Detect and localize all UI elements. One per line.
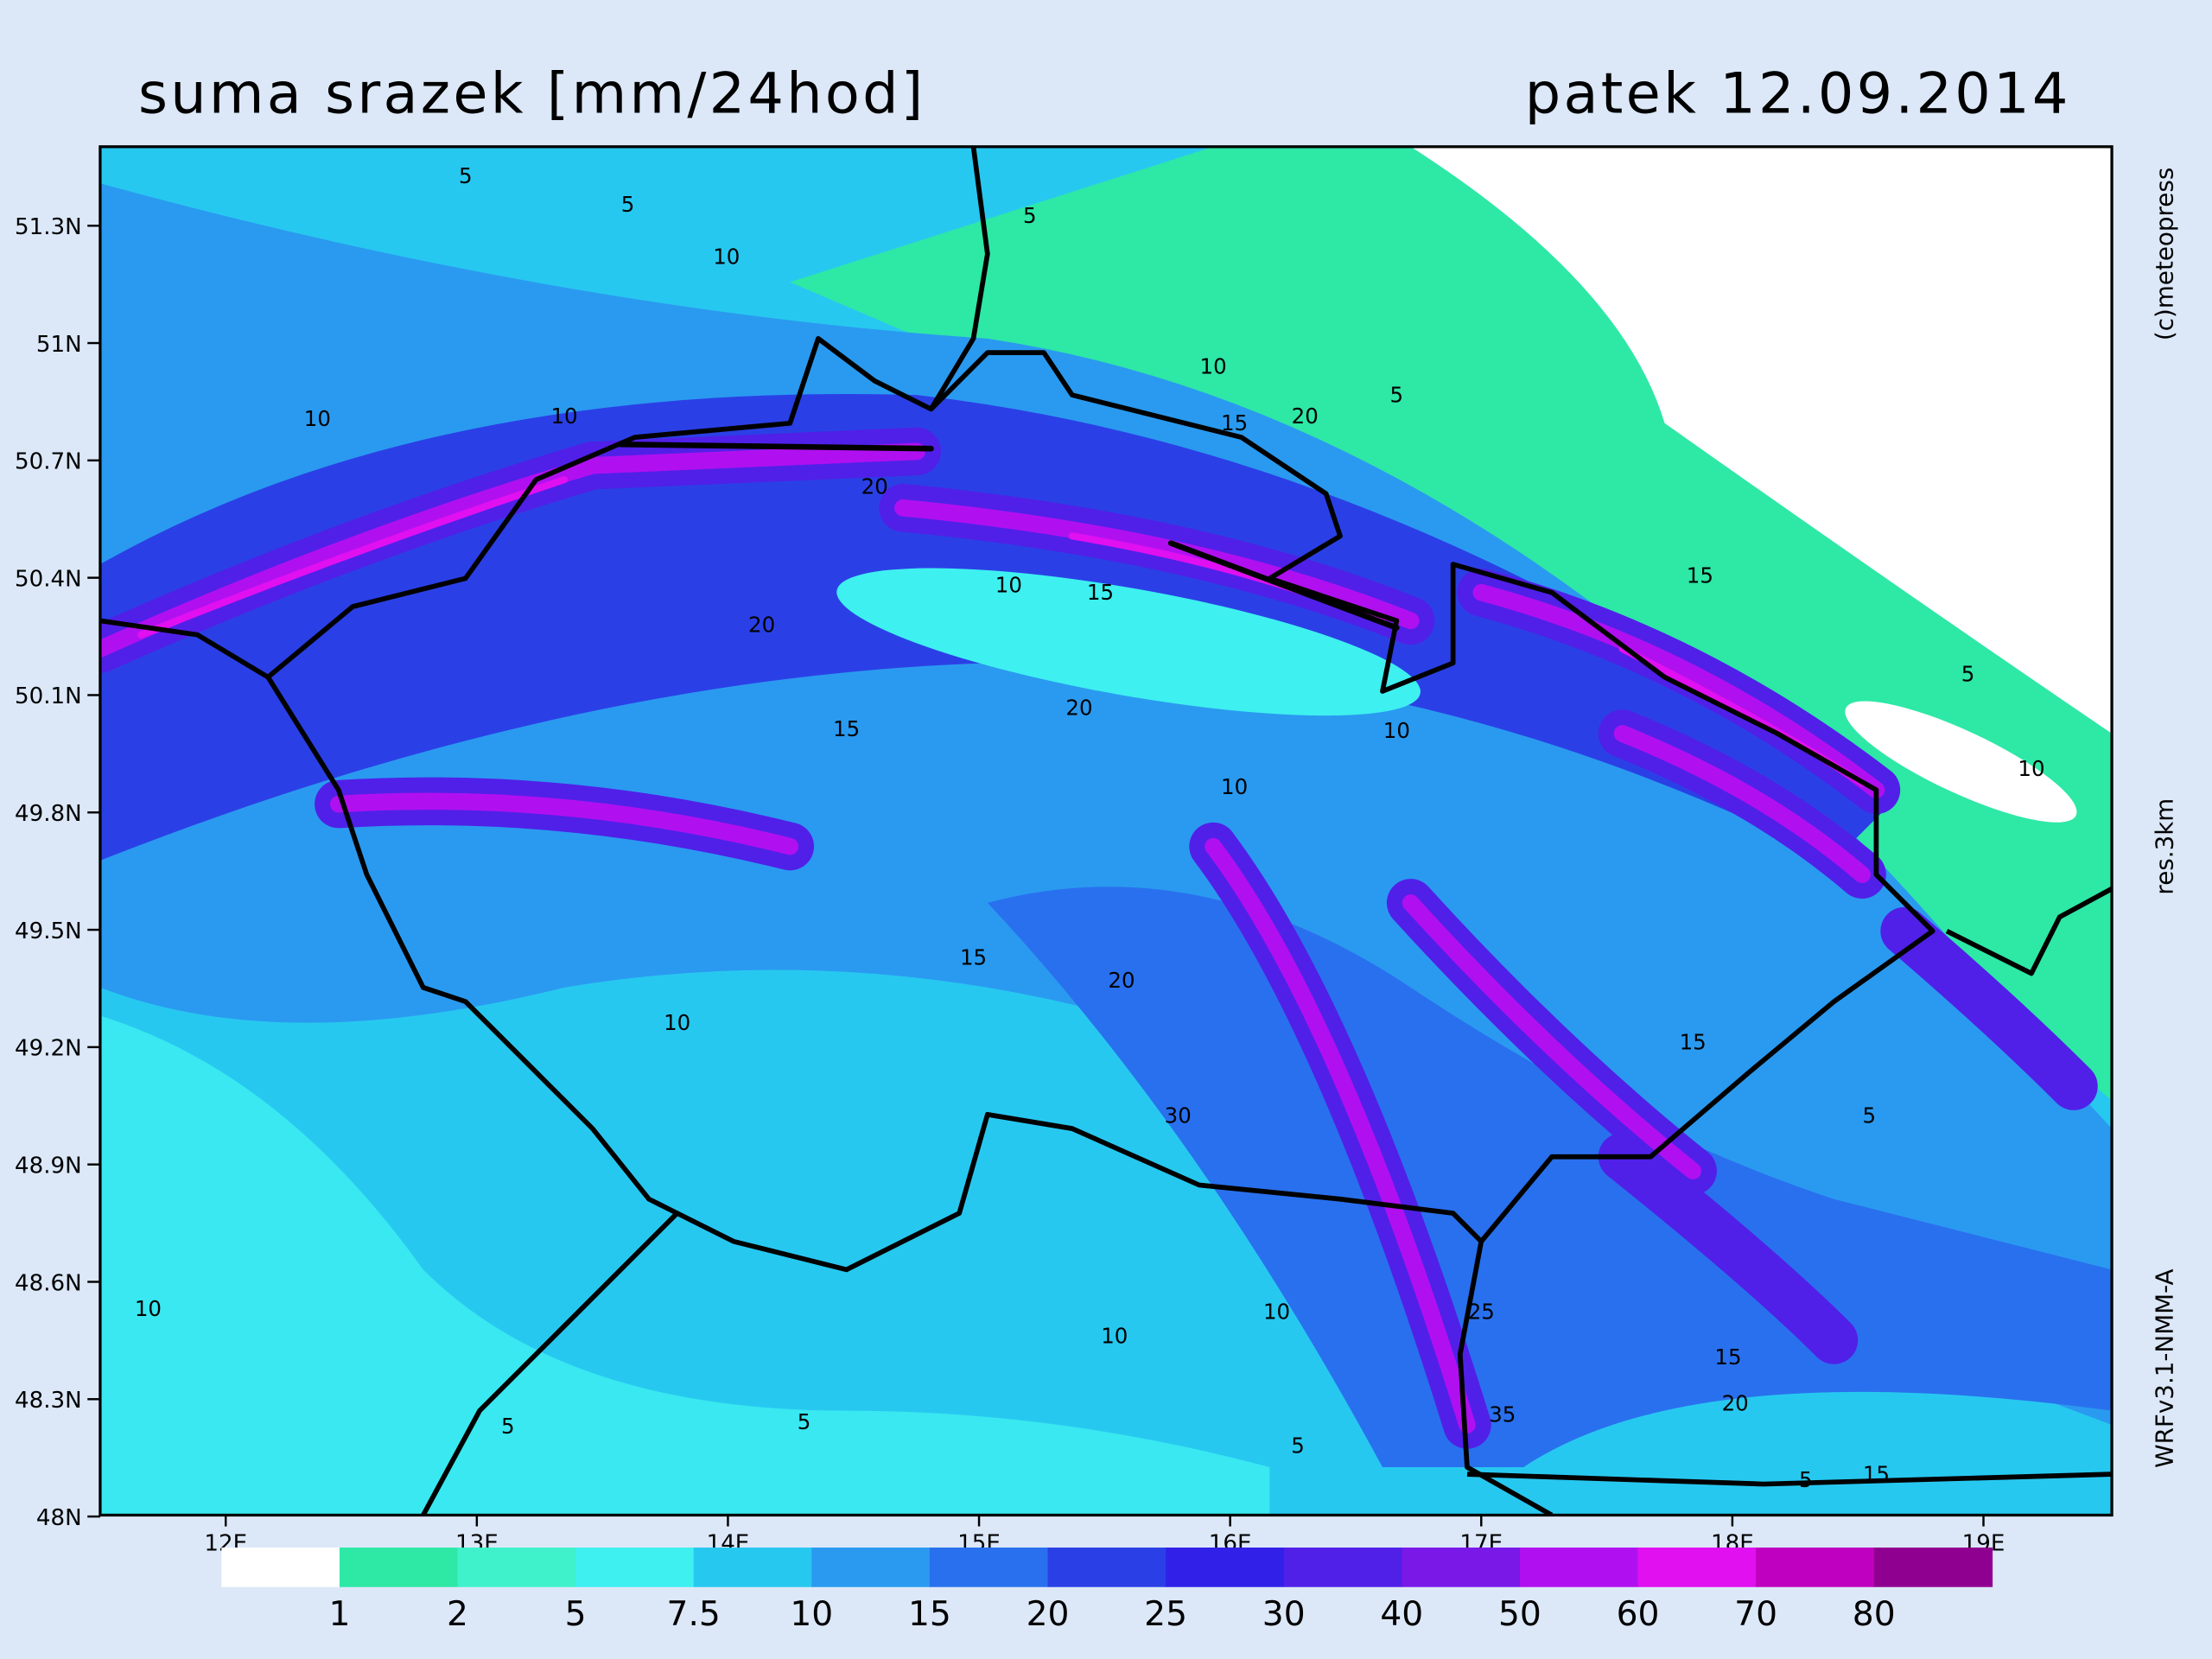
precip-zone bbox=[99, 1015, 1270, 1516]
borders bbox=[99, 146, 2113, 1516]
contour-label: 15 bbox=[833, 716, 860, 741]
contour-label: 10 bbox=[135, 1296, 162, 1321]
legend-swatch bbox=[339, 1548, 459, 1587]
legend-label: 20 bbox=[1027, 1595, 1070, 1634]
contour-label: 5 bbox=[459, 163, 473, 188]
precip-zone bbox=[836, 568, 1421, 716]
date: patek 12.09.2014 bbox=[1525, 61, 2071, 127]
contour-labels: 5 5 5 10 10 10 10 5 15 20 20 20 10 15 10 15 5 10 15 20 10 15 2… bbox=[135, 163, 2045, 1492]
lat-label: 48N bbox=[36, 1505, 82, 1531]
lat-label: 49.5N bbox=[15, 918, 82, 944]
contour-label: 10 bbox=[2018, 756, 2044, 781]
lat-label: 51N bbox=[36, 332, 82, 358]
legend-swatch bbox=[1047, 1548, 1166, 1587]
heavy-bands bbox=[99, 427, 2098, 1449]
contour-label: 10 bbox=[1200, 354, 1227, 379]
legend-swatch bbox=[1166, 1548, 1285, 1587]
contour-label: 5 bbox=[1291, 1433, 1305, 1459]
title: suma srazek [mm/24hod] bbox=[138, 61, 926, 127]
contour-label: 15 bbox=[1221, 410, 1248, 435]
contour-label: 15 bbox=[1687, 563, 1713, 588]
contour-label: 5 bbox=[1023, 203, 1037, 228]
contour-label: 10 bbox=[1221, 774, 1248, 799]
contour-label: 30 bbox=[1165, 1103, 1192, 1128]
legend-label: 5 bbox=[565, 1595, 587, 1634]
axes: 51.3N 51N 50.7N 50.4N 50.1N 49.8N 49.5N 49.2N 48… bbox=[15, 214, 2005, 1556]
contour-label: 10 bbox=[304, 406, 331, 431]
legend-label: 30 bbox=[1262, 1595, 1306, 1634]
contour-label: 15 bbox=[1087, 580, 1114, 605]
legend-label: 40 bbox=[1380, 1595, 1423, 1634]
legend-swatch bbox=[1873, 1548, 1993, 1587]
contour-label: 25 bbox=[1468, 1300, 1495, 1325]
contour-label: 15 bbox=[1714, 1344, 1741, 1370]
contour-label: 20 bbox=[1292, 404, 1319, 429]
resolution: res.3km bbox=[2150, 798, 2178, 895]
legend-label: 10 bbox=[790, 1595, 833, 1634]
contour-label: 10 bbox=[1383, 718, 1410, 743]
contour-label: 5 bbox=[1961, 662, 1975, 687]
legend-label: 70 bbox=[1734, 1595, 1777, 1634]
contour-label: 10 bbox=[1101, 1323, 1128, 1348]
credit: (c)meteopress bbox=[2150, 168, 2178, 340]
contour-label: 5 bbox=[1799, 1467, 1813, 1492]
legend-swatch bbox=[929, 1548, 1049, 1587]
lat-label: 49.8N bbox=[15, 801, 82, 827]
lat-label: 48.9N bbox=[15, 1153, 82, 1179]
contour-label: 20 bbox=[1722, 1391, 1749, 1416]
legend-swatch bbox=[1637, 1548, 1757, 1587]
legend-swatch bbox=[457, 1548, 576, 1587]
legend-swatch bbox=[1402, 1548, 1521, 1587]
lat-label: 50.7N bbox=[15, 449, 82, 475]
contour-label: 10 bbox=[664, 1010, 690, 1035]
lat-label: 50.4N bbox=[15, 566, 82, 592]
lat-label: 48.3N bbox=[15, 1388, 82, 1414]
legend-label: 60 bbox=[1617, 1595, 1660, 1634]
contour-label: 5 bbox=[1390, 382, 1404, 407]
contour-label: 10 bbox=[713, 244, 740, 269]
lat-label: 48.6N bbox=[15, 1270, 82, 1296]
legend-swatch bbox=[811, 1548, 931, 1587]
contour-label: 5 bbox=[621, 192, 635, 217]
contour-label: 20 bbox=[1108, 968, 1135, 993]
contour-label: 15 bbox=[1863, 1461, 1890, 1486]
lat-label: 51.3N bbox=[15, 214, 82, 240]
legend-label: 2 bbox=[447, 1595, 468, 1634]
dry-zone bbox=[1845, 701, 2077, 823]
legend-swatch bbox=[1283, 1548, 1403, 1587]
map-frame bbox=[99, 145, 2113, 1517]
legend-label: 50 bbox=[1498, 1595, 1541, 1634]
legend-label: 7.5 bbox=[667, 1595, 721, 1634]
dry-zone bbox=[1410, 146, 2113, 734]
lat-label: 50.1N bbox=[15, 683, 82, 709]
legend-swatch bbox=[1519, 1548, 1639, 1587]
legend-label: 15 bbox=[908, 1595, 951, 1634]
legend-label: 80 bbox=[1853, 1595, 1896, 1634]
legend-swatch bbox=[1756, 1548, 1875, 1587]
contour-label: 35 bbox=[1489, 1402, 1516, 1427]
contour-label: 20 bbox=[1065, 696, 1092, 721]
contour-label: 20 bbox=[861, 474, 888, 499]
legend: 1 2 5 7.5 10 15 20 25 30 40 50 60 70 80 bbox=[221, 1548, 1993, 1634]
contour-label: 10 bbox=[550, 404, 577, 429]
legend-label: 25 bbox=[1144, 1595, 1187, 1634]
contour-label: 5 bbox=[1862, 1103, 1876, 1128]
contour-label: 15 bbox=[960, 945, 987, 970]
contour-label: 15 bbox=[1680, 1030, 1707, 1055]
contour-label: 5 bbox=[798, 1409, 811, 1434]
contour-label: 5 bbox=[501, 1414, 515, 1439]
contour-label: 20 bbox=[748, 612, 775, 637]
legend-label: 1 bbox=[328, 1595, 350, 1634]
legend-swatch bbox=[693, 1548, 813, 1587]
contour-label: 10 bbox=[995, 573, 1022, 598]
lat-label: 49.2N bbox=[15, 1036, 82, 1062]
contour-label: 10 bbox=[1263, 1300, 1290, 1325]
legend-swatch bbox=[221, 1548, 340, 1587]
map-area: 5 5 5 10 10 10 10 5 15 20 20 20 10 15 10 15 5 10 15 20 10 15 2… bbox=[99, 146, 2113, 1516]
model: WRFv3.1-NMM-A bbox=[2150, 1269, 2178, 1468]
legend-swatch bbox=[575, 1548, 695, 1587]
